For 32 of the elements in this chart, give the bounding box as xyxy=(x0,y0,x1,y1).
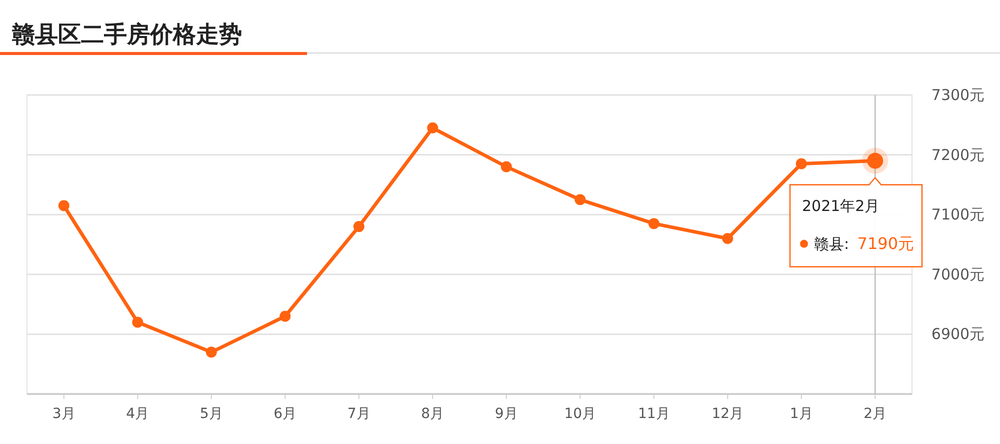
point xyxy=(132,316,144,328)
x-tick-label: 1月 xyxy=(790,406,813,422)
point xyxy=(574,194,586,206)
point xyxy=(280,310,291,322)
x-tick-label: 7月 xyxy=(347,406,370,422)
y-tick-label: 7200元 xyxy=(931,146,985,164)
chart-title: 赣县区二手房价格走势 xyxy=(11,21,242,48)
point xyxy=(500,161,512,172)
y-tick-label: 7300元 xyxy=(931,86,985,104)
x-tick-label: 8月 xyxy=(421,406,444,422)
x-tick-label: 11月 xyxy=(638,406,670,422)
x-tick-label: 12月 xyxy=(712,406,744,422)
y-tick-label: 6900元 xyxy=(931,325,985,344)
y-tick-label: 7000元 xyxy=(931,265,985,284)
point xyxy=(427,122,438,134)
point xyxy=(353,221,364,232)
annotation: 赣县: xyxy=(814,234,850,253)
x-tick-label: 5月 xyxy=(200,406,223,422)
x-tick-label: 3月 xyxy=(52,406,76,422)
point xyxy=(58,200,70,212)
point xyxy=(206,346,217,358)
annotation: 2021年2月 xyxy=(802,196,880,215)
point xyxy=(796,158,807,170)
x-tick-label: 9月 xyxy=(494,406,518,422)
x-tick-label: 6月 xyxy=(274,406,297,422)
point xyxy=(722,233,734,244)
x-tick-label: 10月 xyxy=(564,406,596,422)
y-tick-label: 7100元 xyxy=(931,206,985,224)
point xyxy=(648,218,660,230)
x-tick-label: 2月 xyxy=(864,406,887,422)
x-tick-label: 4月 xyxy=(126,406,150,422)
annotation: 7190元 xyxy=(857,234,914,253)
